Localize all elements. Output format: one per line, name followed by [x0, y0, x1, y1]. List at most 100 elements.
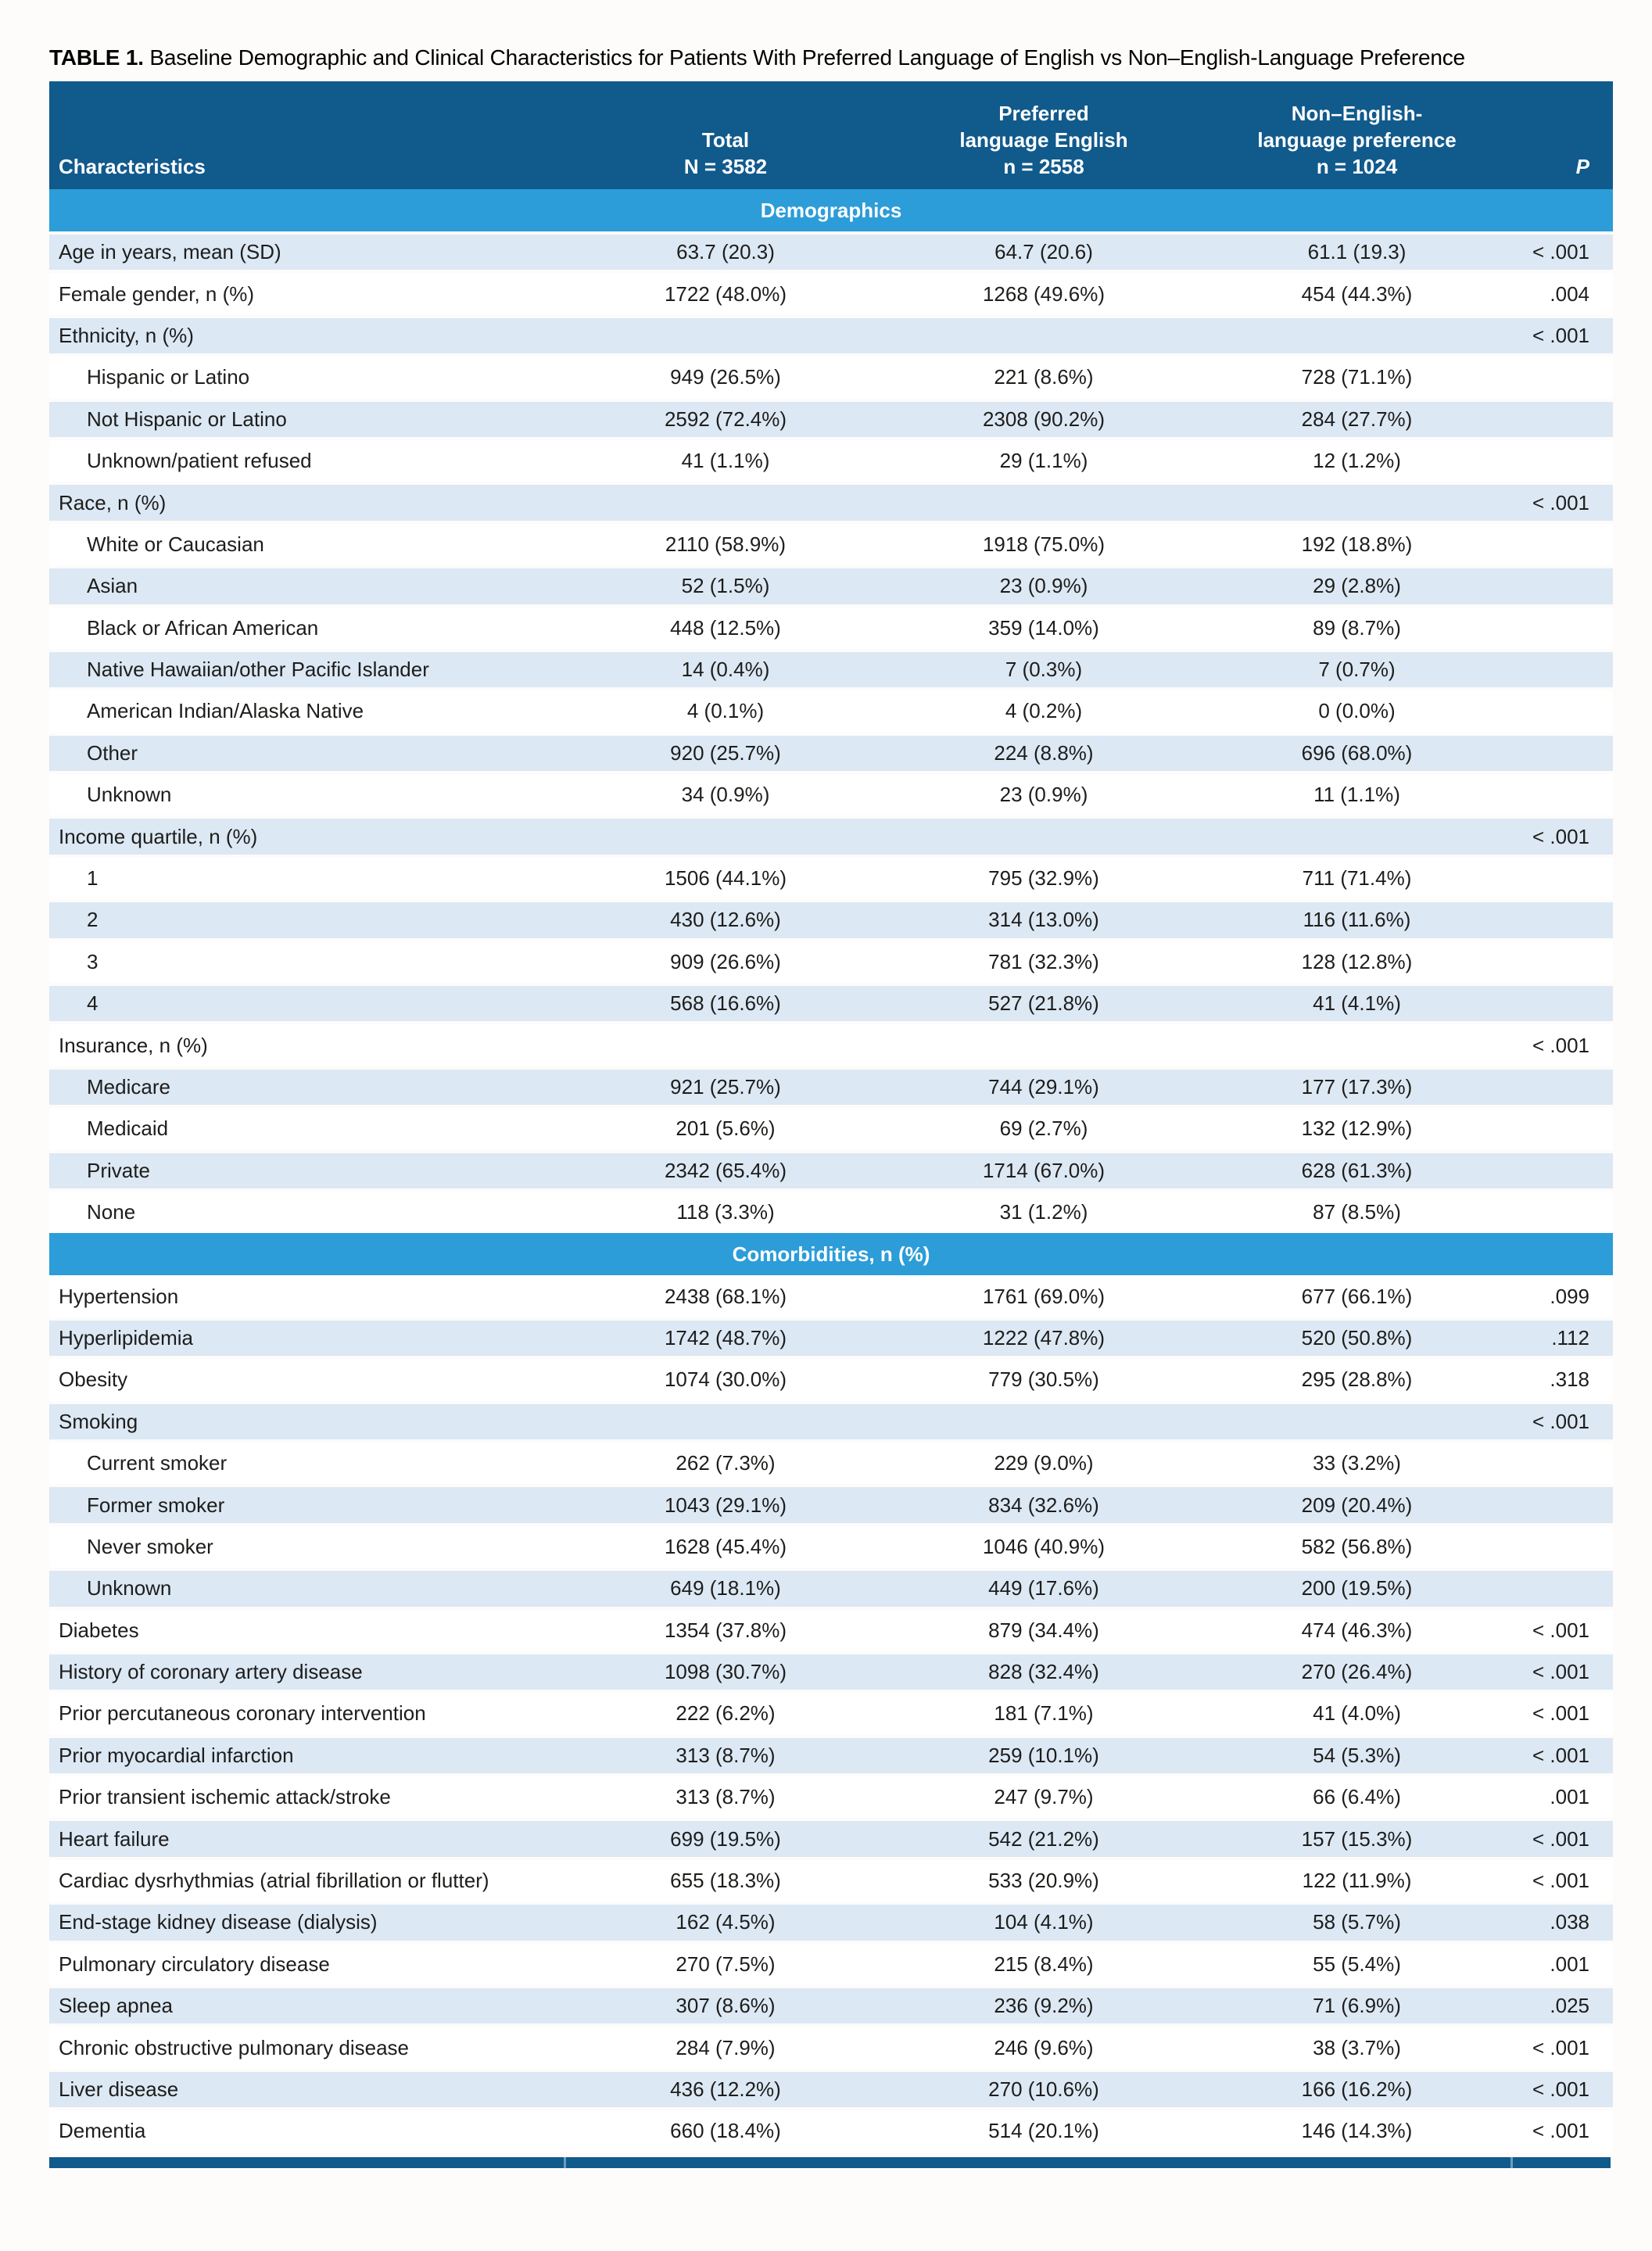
characteristic-label: Race, n (%)	[59, 490, 167, 514]
p-value: < .001	[1532, 2035, 1589, 2059]
characteristic-label: Medicare	[87, 1075, 170, 1099]
non-english-value: 122 (11.9%)	[1302, 1869, 1412, 1893]
table-row: Hispanic or Latino 949 (26.5%) 221 (8.6%) 7…	[49, 357, 1613, 399]
total-value: 1628 (45.4%)	[664, 1534, 787, 1558]
table-row: Medicare 921 (25.7%) 744 (29.1%) 177 (17.3%…	[49, 1066, 1613, 1109]
non-english-value: 454 (44.3%)	[1301, 281, 1413, 306]
non-english-value: 711 (71.4%)	[1302, 866, 1412, 891]
english-value: 2308 (90.2%)	[982, 407, 1106, 431]
characteristic-label: Chronic obstructive pulmonary disease	[59, 2035, 409, 2059]
english-value: 879 (34.4%)	[988, 1618, 1099, 1642]
english-value: 542 (21.2%)	[988, 1826, 1099, 1851]
characteristic-label: Hyperlipidemia	[59, 1325, 193, 1350]
p-value: < .001	[1532, 323, 1589, 347]
total-value: 920 (25.7%)	[670, 740, 781, 765]
english-value: 1761 (69.0%)	[982, 1284, 1106, 1308]
english-value: 1714 (67.0%)	[982, 1158, 1106, 1182]
total-value: 699 (19.5%)	[670, 1826, 781, 1851]
english-value: 795 (32.9%)	[988, 866, 1099, 891]
non-english-value: 54 (5.3%)	[1313, 1743, 1401, 1767]
english-value: 104 (4.1%)	[994, 1910, 1094, 1934]
english-value: 7 (0.3%)	[1005, 658, 1083, 682]
non-english-value: 520 (50.8%)	[1301, 1325, 1413, 1350]
english-value: 449 (17.6%)	[988, 1576, 1099, 1600]
total-value: 1043 (29.1%)	[664, 1493, 787, 1517]
p-value: < .001	[1532, 1033, 1589, 1057]
table-row: Unknown 649 (18.1%) 449 (17.6%) 200 (19.5%)	[49, 1568, 1613, 1610]
table-row: Asian 52 (1.5%) 23 (0.9%) 29 (2.8%)	[49, 565, 1613, 608]
characteristic-label: Other	[87, 740, 138, 765]
p-value: .318	[1550, 1367, 1589, 1392]
table-row: Prior transient ischemic attack/stroke 31…	[49, 1776, 1613, 1819]
english-value: 221 (8.6%)	[994, 365, 1094, 389]
non-english-value: 66 (6.4%)	[1313, 1785, 1401, 1809]
total-value: 660 (18.4%)	[670, 2119, 781, 2143]
table-row: Unknown/patient refused 41 (1.1%) 29 (1.1%…	[49, 439, 1613, 482]
column-header-non-english: Non–English- language preference n = 102…	[1257, 102, 1457, 178]
p-value: < .001	[1532, 2077, 1589, 2101]
table-row: Prior myocardial infarction 313 (8.7%) 259…	[49, 1734, 1613, 1777]
non-english-value: 0 (0.0%)	[1318, 699, 1396, 723]
english-value: 1222 (47.8%)	[982, 1325, 1106, 1350]
table-row: Pulmonary circulatory disease 270 (7.5%) 2…	[49, 1943, 1613, 1986]
section-header-band: Comorbidities, n (%)	[49, 1233, 1613, 1276]
characteristic-label: Pulmonary circulatory disease	[59, 1952, 330, 1976]
total-value: 649 (18.1%)	[670, 1576, 781, 1600]
table-bottom-border	[49, 2156, 1613, 2168]
non-english-value: 132 (12.9%)	[1301, 1117, 1413, 1141]
non-english-value: 270 (26.4%)	[1301, 1660, 1413, 1684]
total-value: 4 (0.1%)	[686, 699, 765, 723]
non-english-value: 61.1 (19.3)	[1307, 240, 1407, 264]
total-value: 41 (1.1%)	[681, 449, 770, 473]
non-english-value: 157 (15.3%)	[1301, 1826, 1413, 1851]
non-english-value: 116 (11.6%)	[1303, 908, 1411, 932]
total-value: 313 (8.7%)	[675, 1743, 776, 1767]
p-value: .001	[1550, 1785, 1589, 1809]
characteristic-label: 1	[87, 866, 99, 891]
p-value: < .001	[1532, 490, 1589, 514]
total-value: 2438 (68.1%)	[664, 1284, 787, 1308]
total-value: 448 (12.5%)	[670, 615, 781, 640]
total-value: 313 (8.7%)	[675, 1785, 776, 1809]
characteristic-label: White or Caucasian	[87, 532, 264, 556]
characteristic-label: Age in years, mean (SD)	[59, 240, 281, 264]
total-value: 14 (0.4%)	[681, 658, 770, 682]
table-row: Hypertension 2438 (68.1%) 1761 (69.0%) 677 …	[49, 1275, 1613, 1317]
total-value: 201 (5.6%)	[675, 1117, 776, 1141]
characteristic-label: Income quartile, n (%)	[59, 824, 258, 848]
p-value: .001	[1550, 1952, 1589, 1976]
characteristic-label: Asian	[87, 574, 138, 598]
english-value: 834 (32.6%)	[988, 1493, 1099, 1517]
table-row: Sleep apnea 307 (8.6%) 236 (9.2%) 71 (6.9%)…	[49, 1985, 1613, 2027]
english-value: 236 (9.2%)	[994, 1994, 1094, 2018]
english-value: 314 (13.0%)	[988, 908, 1099, 932]
characteristic-label: Native Hawaiian/other Pacific Islander	[87, 658, 429, 682]
total-value: 568 (16.6%)	[670, 991, 781, 1016]
table-row: Not Hispanic or Latino 2592 (72.4%) 2308 (…	[49, 398, 1613, 440]
non-english-value: 146 (14.3%)	[1301, 2119, 1413, 2143]
table-row: Native Hawaiian/other Pacific Islander 14…	[49, 648, 1613, 691]
non-english-value: 177 (17.3%)	[1301, 1075, 1413, 1099]
total-value: 1354 (37.8%)	[664, 1618, 787, 1642]
table-row: Unknown 34 (0.9%) 23 (0.9%) 11 (1.1%)	[49, 774, 1613, 816]
english-value: 533 (20.9%)	[988, 1869, 1099, 1893]
characteristic-label: End-stage kidney disease (dialysis)	[59, 1910, 378, 1934]
non-english-value: 696 (68.0%)	[1301, 740, 1413, 765]
non-english-value: 41 (4.1%)	[1313, 991, 1401, 1016]
non-english-value: 87 (8.5%)	[1313, 1200, 1401, 1224]
table-row: 4 568 (16.6%) 527 (21.8%) 41 (4.1%)	[49, 983, 1613, 1025]
total-value: 34 (0.9%)	[681, 783, 770, 807]
baseline-characteristics-table: Characteristics Total N = 3582 Preferred…	[49, 81, 1613, 2168]
characteristic-label: Former smoker	[87, 1493, 225, 1517]
table-row: Insurance, n (%) < .001	[49, 1024, 1613, 1066]
table-row: Liver disease 436 (12.2%) 270 (10.6%) 166 (…	[49, 2068, 1613, 2111]
characteristic-label: American Indian/Alaska Native	[87, 699, 364, 723]
non-english-value: 89 (8.7%)	[1313, 615, 1401, 640]
characteristic-label: Private	[87, 1158, 150, 1182]
characteristic-label: Sleep apnea	[59, 1994, 174, 2018]
characteristic-label: Hypertension	[59, 1284, 179, 1308]
table-title: TABLE 1. Baseline Demographic and Clinic…	[49, 45, 1465, 70]
table-row: Heart failure 699 (19.5%) 542 (21.2%) 157 (…	[49, 1818, 1613, 1860]
p-value: < .001	[1532, 1826, 1589, 1851]
total-value: 921 (25.7%)	[670, 1075, 781, 1099]
